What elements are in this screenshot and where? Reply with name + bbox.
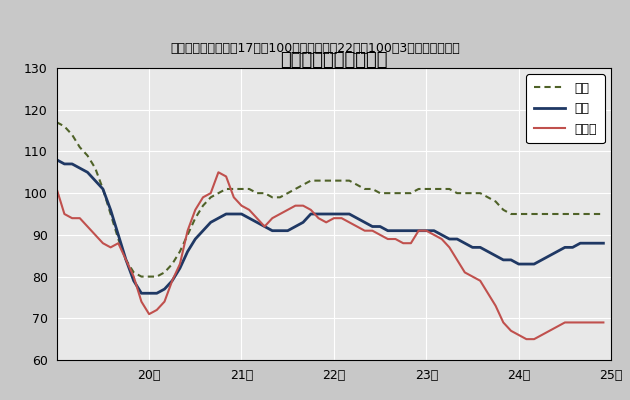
中国 [137,291,145,296]
鳥取県 [130,274,137,279]
全国 [430,186,438,191]
鳥取県 [53,186,60,191]
Line: 全国: 全国 [57,122,604,276]
Legend: 全国, 中国, 鳥取県: 全国, 中国, 鳥取県 [526,74,605,143]
中国 [246,216,253,220]
中国 [53,157,60,162]
鳥取県 [369,228,376,233]
中国 [407,228,415,233]
中国 [369,224,376,229]
中国 [430,228,438,233]
Line: 鳥取県: 鳥取県 [57,172,604,339]
鳥取県 [215,170,222,175]
鳥取県 [246,208,253,212]
全国 [130,270,137,275]
鳥取県 [523,337,530,342]
Line: 中国: 中国 [57,160,604,293]
鳥取県 [569,320,576,325]
鳥取県 [407,241,415,246]
全国 [407,191,415,196]
中国 [192,237,199,242]
中国 [600,241,607,246]
全国 [137,274,145,279]
中国 [130,278,137,283]
鳥取県 [600,320,607,325]
全国 [53,120,60,125]
Text: （季節調整済、平成17年＝100、全国は平成22年＝100、3ヶ月移動平均）: （季節調整済、平成17年＝100、全国は平成22年＝100、3ヶ月移動平均） [170,42,460,54]
全国 [600,212,607,216]
全国 [369,186,376,191]
Title: 鉱工業生産指数の推移: 鉱工業生産指数の推移 [280,51,387,69]
全国 [192,216,199,220]
全国 [246,186,253,191]
鳥取県 [430,232,438,237]
